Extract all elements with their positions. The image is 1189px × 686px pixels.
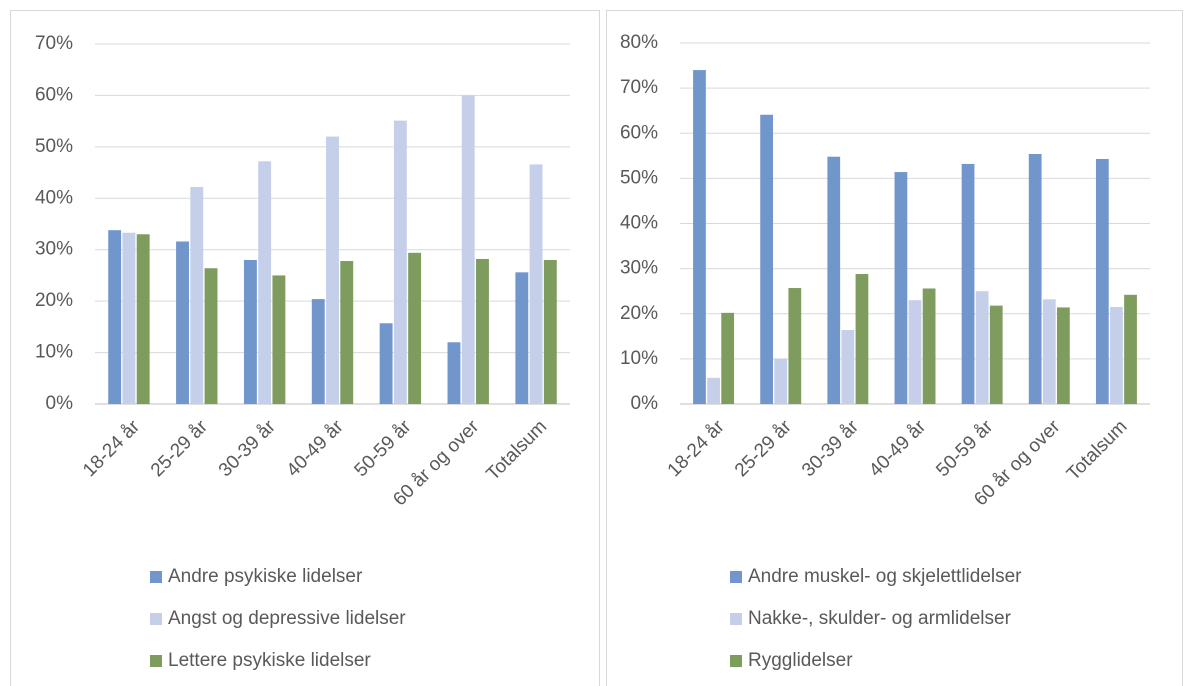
bar xyxy=(922,288,936,404)
bar xyxy=(1095,158,1109,404)
x-tick-label: 50-59 år xyxy=(932,416,997,481)
legend-swatch xyxy=(150,571,162,583)
bar xyxy=(1110,306,1123,404)
bar xyxy=(774,358,788,404)
bar xyxy=(176,241,189,404)
legend-swatch xyxy=(730,655,742,667)
bar xyxy=(272,275,286,404)
bar xyxy=(340,261,354,404)
y-tick-label: 70% xyxy=(620,77,658,98)
x-tick-label: 40-49 år xyxy=(283,416,348,481)
bar xyxy=(721,312,735,404)
legend-swatch xyxy=(150,655,162,667)
bar xyxy=(326,136,339,405)
legend-label: Lettere psykiske lidelser xyxy=(168,650,371,671)
bar xyxy=(707,377,720,404)
bar xyxy=(258,161,272,404)
x-tick-label: 40-49 år xyxy=(865,416,930,481)
y-tick-label: 60% xyxy=(35,84,73,105)
x-tick-label: 25-29 år xyxy=(731,416,796,481)
bar xyxy=(311,299,325,404)
bar xyxy=(894,172,908,404)
bar xyxy=(243,260,257,404)
bar xyxy=(855,274,869,404)
x-tick-label: 18-24 år xyxy=(664,416,729,481)
y-tick-label: 40% xyxy=(35,187,73,208)
y-tick-label: 40% xyxy=(620,213,658,234)
y-tick-label: 0% xyxy=(631,393,659,414)
bar xyxy=(190,186,204,404)
bar xyxy=(908,300,922,404)
bar xyxy=(760,114,773,404)
y-tick-label: 0% xyxy=(46,393,74,414)
legend-label: Andre psykiske lidelser xyxy=(168,566,363,587)
bar xyxy=(827,156,841,404)
legend-label: Nakke-, skulder- og armlidelser xyxy=(748,608,1012,629)
bar xyxy=(476,258,489,404)
bar xyxy=(961,163,975,404)
bar xyxy=(989,305,1003,404)
bar xyxy=(393,120,407,404)
bar xyxy=(136,234,150,404)
legend-swatch xyxy=(150,613,162,625)
x-tick-label: 18-24 år xyxy=(79,416,144,481)
x-tick-label: Totalsum xyxy=(483,416,552,485)
bar xyxy=(379,323,393,404)
x-tick-label: 50-59 år xyxy=(351,416,416,481)
bar xyxy=(788,288,802,404)
x-tick-label: 30-39 år xyxy=(215,416,280,481)
y-tick-label: 10% xyxy=(35,342,73,363)
bar xyxy=(1042,299,1056,404)
y-tick-label: 80% xyxy=(620,32,658,53)
y-tick-label: 10% xyxy=(620,348,658,369)
y-tick-label: 50% xyxy=(620,167,658,188)
bar xyxy=(1028,154,1042,404)
legend-label: Rygglidelser xyxy=(748,650,853,671)
bar xyxy=(515,272,529,404)
legend-swatch xyxy=(730,613,742,625)
panel xyxy=(10,10,600,686)
bar xyxy=(108,230,122,404)
bar xyxy=(529,164,543,404)
bar xyxy=(122,232,136,404)
y-tick-label: 60% xyxy=(620,122,658,143)
bar xyxy=(693,70,706,404)
bar xyxy=(841,329,855,404)
legend-swatch xyxy=(730,571,742,583)
bar xyxy=(1057,307,1070,404)
x-tick-label: 25-29 år xyxy=(147,416,212,481)
bar xyxy=(408,252,422,404)
y-tick-label: 20% xyxy=(620,303,658,324)
bar xyxy=(447,342,461,404)
y-tick-label: 50% xyxy=(35,136,73,157)
legend-label: Andre muskel- og skjelettlidelser xyxy=(748,566,1022,587)
y-tick-label: 30% xyxy=(35,239,73,260)
bar xyxy=(975,291,989,404)
legend-label: Angst og depressive lidelser xyxy=(168,608,406,629)
y-tick-label: 30% xyxy=(620,258,658,279)
bar xyxy=(461,95,475,404)
bar xyxy=(1124,294,1137,404)
x-tick-label: 30-39 år xyxy=(798,416,863,481)
y-tick-label: 20% xyxy=(35,290,73,311)
panel xyxy=(606,10,1183,686)
y-tick-label: 70% xyxy=(35,33,73,54)
bar xyxy=(204,268,218,404)
x-tick-label: Totalsum xyxy=(1063,416,1132,485)
bar xyxy=(543,260,557,404)
